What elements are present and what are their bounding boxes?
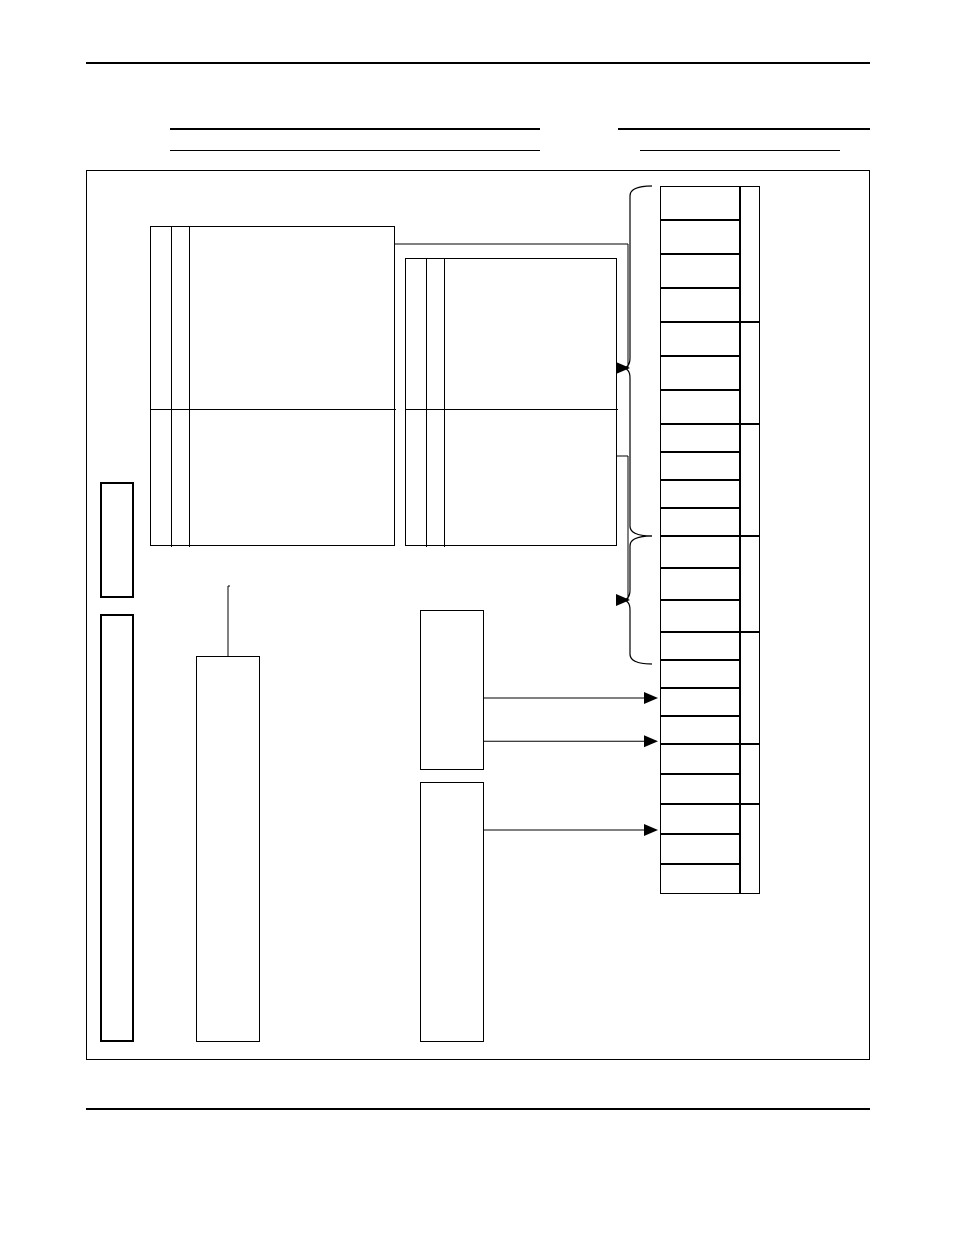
connectors-layer (0, 0, 954, 1235)
